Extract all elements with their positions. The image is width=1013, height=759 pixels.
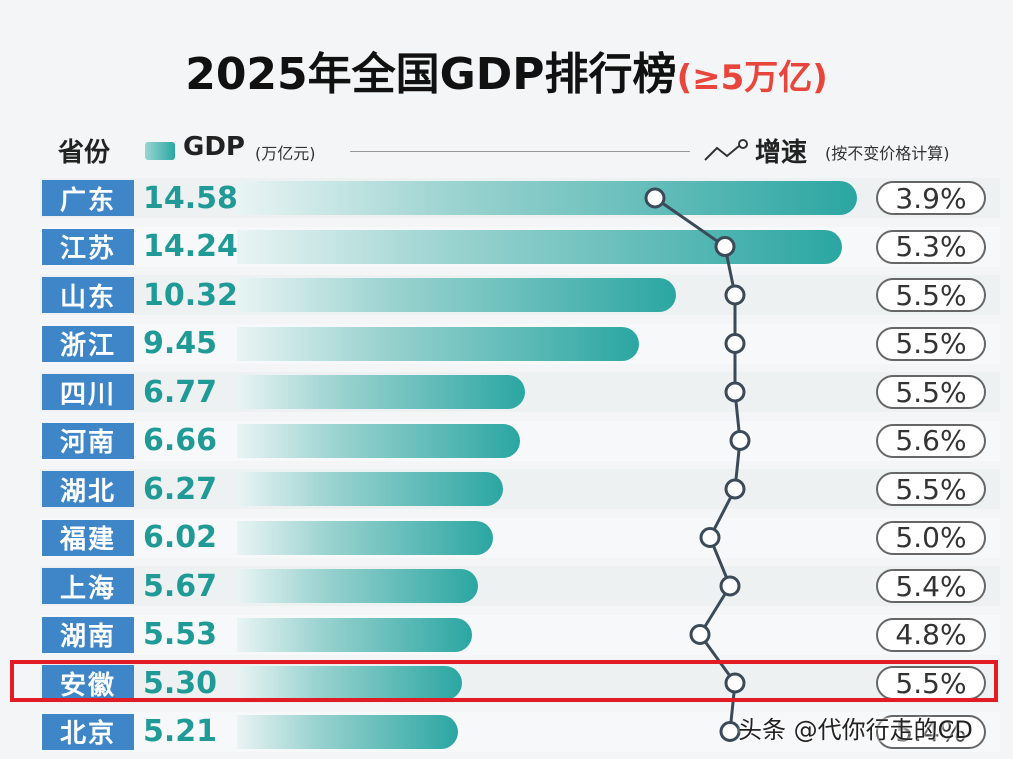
gdp-bar: [237, 375, 525, 409]
gdp-bar: [237, 617, 472, 652]
legend-gdp-label: GDP: [183, 132, 245, 162]
chart-subtitle: (≥5万亿): [676, 58, 828, 98]
gdp-bar: [237, 520, 493, 555]
gdp-value-label: 5.30: [143, 665, 218, 701]
growth-value-label: 5.3%: [876, 229, 986, 264]
legend-province-label: 省份: [58, 138, 111, 168]
growth-value-label: 5.5%: [876, 278, 986, 312]
growth-value-label: 5.6%: [876, 423, 986, 458]
row-background: [40, 469, 1000, 509]
province-label: 北京: [42, 713, 134, 750]
growth-value-label: 5.5%: [876, 326, 986, 361]
row-background: [40, 420, 1000, 461]
gdp-bar: [237, 181, 857, 215]
legend-divider: [350, 151, 690, 152]
growth-value-label: 4.8%: [876, 617, 986, 652]
row-background: [40, 663, 1000, 703]
gdp-value-label: 6.27: [143, 471, 218, 507]
row-background: [40, 566, 1000, 606]
watermark: 头条 @代你行走的CD: [738, 716, 973, 744]
highlight-box: [10, 660, 998, 702]
province-label: 湖南: [42, 616, 134, 653]
chart-title: 2025年全国GDP排行榜(≥5万亿): [185, 49, 828, 100]
gdp-value-label: 14.58: [143, 180, 238, 216]
legend-gdp-swatch: [145, 142, 175, 160]
province-label: 广东: [42, 180, 134, 216]
growth-value-label: 5.5%: [876, 375, 986, 409]
gdp-value-label: 5.67: [143, 568, 218, 604]
legend-growth-label: 增速: [755, 138, 808, 168]
gdp-bar: [237, 278, 676, 312]
legend: 省份 GDP (万亿元) 增速 (按不变价格计算): [0, 130, 1013, 170]
growth-value-label: 5.4%: [876, 569, 986, 603]
growth-value-label: 3.9%: [876, 181, 986, 215]
province-label: 湖北: [42, 471, 134, 507]
gdp-bar: [237, 569, 478, 603]
gdp-bar: [237, 326, 639, 361]
province-label: 山东: [42, 277, 134, 313]
gdp-value-label: 6.77: [143, 374, 218, 410]
province-label: 福建: [42, 519, 134, 556]
growth-line-icon: [704, 139, 748, 161]
gdp-value-label: 10.32: [143, 277, 238, 313]
gdp-value-label: 9.45: [143, 326, 218, 361]
growth-value-label: 5.5%: [876, 472, 986, 506]
province-label: 江苏: [42, 228, 134, 265]
gdp-value-label: 5.21: [143, 714, 218, 749]
growth-value-label: 5.0%: [876, 520, 986, 555]
province-label: 四川: [42, 374, 134, 410]
growth-value-label: 5.4%: [876, 714, 986, 749]
legend-gdp-unit: (万亿元): [255, 144, 316, 163]
legend-growth-note: (按不变价格计算): [825, 144, 950, 163]
gdp-bar: [237, 714, 458, 749]
row-background: [40, 711, 1000, 752]
province-label: 上海: [42, 568, 134, 604]
gdp-value-label: 6.66: [143, 423, 218, 458]
row-background: [40, 517, 1000, 558]
gdp-bar: [237, 472, 503, 506]
province-label: 安徽: [42, 665, 134, 701]
gdp-value-label: 6.02: [143, 520, 218, 555]
row-background: [40, 614, 1000, 655]
gdp-bar: [237, 229, 842, 264]
province-label: 河南: [42, 422, 134, 459]
gdp-value-label: 5.53: [143, 617, 218, 652]
gdp-bar: [237, 423, 520, 458]
gdp-bar: [237, 666, 462, 700]
gdp-value-label: 14.24: [143, 229, 238, 264]
province-label: 浙江: [42, 325, 134, 362]
